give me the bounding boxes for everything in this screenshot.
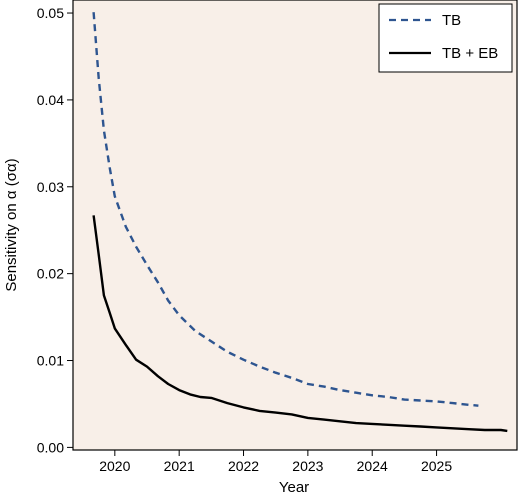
- legend-label-tb-eb: TB + EB: [442, 45, 498, 62]
- legend-box: [378, 3, 513, 73]
- y-tick-label: 0.01: [37, 353, 64, 369]
- x-axis-title: Year: [279, 479, 309, 496]
- x-tick-label: 2022: [228, 458, 259, 474]
- x-axis: 2020 2021 2022 2023 2024 2025: [99, 450, 452, 474]
- series-line-tb-eb: [92, 215, 508, 433]
- x-tick-label: 2023: [292, 458, 323, 474]
- series-line-tb: [92, 12, 479, 407]
- plot-background: [73, 0, 517, 450]
- x-tick-label: 2025: [421, 458, 452, 474]
- y-tick-label: 0.03: [37, 179, 64, 195]
- x-tick-label: 2024: [357, 458, 388, 474]
- legend-label-tb: TB: [442, 12, 461, 29]
- y-axis-title: Sensitivity on α (σα): [3, 158, 20, 291]
- plot-frame: [72, 0, 518, 451]
- y-tick-label: 0.00: [37, 439, 64, 455]
- x-tick-label: 2020: [99, 458, 130, 474]
- legend: TB TB + EB: [378, 3, 513, 73]
- y-tick-label: 0.02: [37, 266, 64, 282]
- y-tick-label: 0.05: [37, 5, 64, 21]
- x-tick-label: 2021: [164, 458, 195, 474]
- y-tick-label: 0.04: [37, 92, 64, 108]
- series-layer: [92, 12, 508, 433]
- y-axis: 0.00 0.01 0.02 0.03 0.04 0.05: [37, 5, 73, 455]
